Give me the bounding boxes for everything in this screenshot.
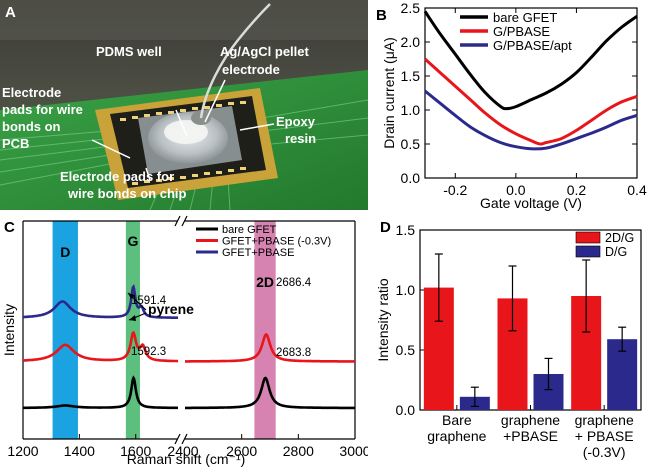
- category-label: graphene: [501, 412, 560, 428]
- highlight-band: [254, 221, 276, 439]
- panel-d: D 0.0 0.5 1.0 1.5 Intensity ratio Bare graphen…: [368, 212, 650, 474]
- category-label: (-0.3V): [583, 444, 626, 460]
- y-tick-label: 1.0: [401, 102, 421, 118]
- legend-label: 2D/G: [605, 231, 634, 245]
- y-tick-label: 0.5: [401, 136, 421, 152]
- y-tick-label: 0.0: [401, 170, 421, 186]
- category-label: graphene: [427, 428, 486, 444]
- category-label: +PBASE: [503, 428, 558, 444]
- chip-label-line2: wire bonds on chip: [67, 186, 187, 201]
- spectrum-line-left: [22, 330, 178, 363]
- pdms-well-label: PDMS well: [96, 44, 162, 59]
- spectrum-line-left: [23, 284, 178, 319]
- panel-c: C 1200 1400 1600 2400 2600 2800 3000 Raman shif…: [0, 212, 371, 474]
- epoxy-label-line2: resin: [285, 131, 316, 146]
- y-axis-label: Intensity ratio: [375, 278, 391, 361]
- axis-break-mark: [181, 433, 188, 445]
- highlight-band: [52, 221, 78, 439]
- x-tick-label: 1400: [64, 443, 95, 459]
- x-tick-label: 0.2: [567, 182, 587, 198]
- agcl-label-line1: Ag/AgCl pellet: [220, 44, 310, 59]
- highlight-band: [125, 221, 140, 439]
- legend-label: GFET+PBASE (-0.3V): [222, 236, 331, 248]
- band-label-g: G: [127, 233, 138, 249]
- pyrene-arrowhead: [129, 315, 136, 321]
- axis-break-mark: [174, 215, 181, 227]
- x-axis-label: Gate voltage (V): [480, 195, 582, 211]
- x-tick-label: 2800: [283, 443, 314, 459]
- pcb-label-line1: Electrode: [2, 85, 61, 100]
- category-label: Bare: [442, 412, 472, 428]
- panel-label-c: C: [4, 219, 15, 236]
- y-tick-label: 0.5: [396, 342, 416, 358]
- x-tick-label: 0.4: [627, 182, 647, 198]
- pyrene-arrowhead: [128, 293, 135, 299]
- pyrene-label: pyrene: [148, 301, 194, 317]
- y-axis-label: Drain current (μA): [381, 37, 397, 149]
- legend-swatch: [575, 231, 601, 244]
- series-line: [423, 10, 638, 111]
- axis-break-mark: [174, 433, 181, 445]
- category-label: + PBASE: [575, 428, 634, 444]
- y-tick-label: 2.0: [401, 34, 421, 50]
- x-tick-label: -0.2: [443, 182, 467, 198]
- x-tick-label: 2400: [167, 443, 198, 459]
- panel-b: B 0.0 0.5 1.0 1.5 2.0 2.5 -0.2 0.0 0.2 0.4 Gate vo…: [372, 0, 650, 217]
- band-label-d: D: [60, 244, 70, 260]
- panel-label-b: B: [376, 7, 387, 24]
- legend-label: GFET+PBASE: [222, 247, 294, 259]
- device-photo-illustration: A PDMS well Ag/AgCl pellet electrode Ele…: [0, 0, 368, 210]
- y-tick-label: 1.0: [396, 282, 416, 298]
- x-tick-label: 1600: [120, 443, 151, 459]
- y-tick-label: 1.5: [396, 222, 416, 238]
- legend-label: G/PBASE/apt: [493, 38, 572, 53]
- agcl-label-line2: electrode: [222, 62, 280, 77]
- panel-label-a: A: [5, 4, 16, 21]
- y-axis-label: Intensity: [1, 304, 17, 356]
- x-tick-label: 1200: [7, 443, 38, 459]
- x-tick-label: 2600: [226, 443, 257, 459]
- series-line: [423, 57, 638, 146]
- legend-label: G/PBASE: [493, 24, 550, 39]
- chip-label-line1: Electrode pads for: [60, 169, 174, 184]
- category-label: graphene: [575, 412, 634, 428]
- y-tick-label: 1.5: [401, 68, 421, 84]
- band-label-2d: 2D: [256, 274, 274, 290]
- y-tick-label: 2.5: [401, 0, 421, 16]
- series-line: [424, 89, 638, 151]
- peak-annotation: 1592.3: [131, 346, 166, 358]
- x-tick-label: 0.0: [506, 182, 526, 198]
- raman-spectrum-chart: C 1200 1400 1600 2400 2600 2800 3000 Raman shif…: [1, 215, 371, 467]
- x-tick-label: 3000: [339, 443, 368, 459]
- x-axis-label: Raman shift (cm⁻¹): [127, 451, 246, 467]
- peak-annotation: 2686.4: [276, 277, 312, 289]
- peak-annotation: 2683.8: [276, 347, 311, 359]
- plot-frame: [424, 7, 638, 179]
- y-tick-label: 0.0: [396, 402, 416, 418]
- legend-label: bare GFET: [222, 224, 277, 236]
- pcb-label-line4: PCB: [2, 136, 29, 151]
- epoxy-label-line1: Epoxy: [276, 114, 316, 129]
- pcb-label-line2: pads for wire: [2, 102, 83, 117]
- spectrum-line-right: [185, 376, 355, 410]
- legend-label: D/G: [605, 245, 627, 259]
- spectrum-line-right: [185, 333, 355, 363]
- legend-swatch: [575, 245, 601, 258]
- axis-break-mark: [181, 215, 188, 227]
- panel-label-d: D: [380, 219, 391, 236]
- device-photo: A PDMS well Ag/AgCl pellet electrode Ele…: [0, 0, 368, 210]
- drain-current-chart: B 0.0 0.5 1.0 1.5 2.0 2.5 -0.2 0.0 0.2 0.4 Gate vo…: [376, 0, 647, 211]
- spectrum-line-left: [23, 375, 178, 410]
- legend-label: bare GFET: [493, 10, 557, 25]
- pcb-label-line3: bonds on: [2, 119, 61, 134]
